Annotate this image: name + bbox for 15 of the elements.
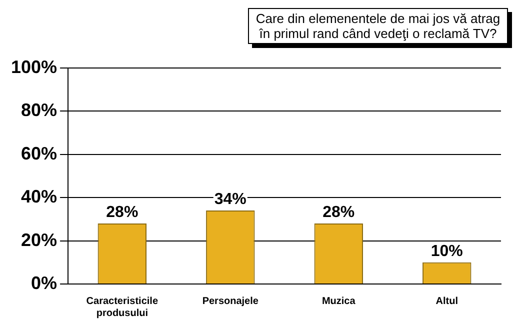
data-label: 28% bbox=[106, 204, 138, 221]
x-tick-label: Muzica bbox=[322, 296, 356, 307]
y-tick-label: 40% bbox=[21, 186, 58, 207]
data-label: 34% bbox=[214, 190, 246, 208]
data-label: 10% bbox=[430, 242, 463, 260]
x-tick-label: Caracteristicile produsului bbox=[86, 296, 158, 319]
y-tick-label: 60% bbox=[21, 143, 58, 164]
data-label: 28% bbox=[322, 204, 355, 221]
x-tick-label: Personajele bbox=[202, 296, 259, 307]
y-tick-label: 100% bbox=[10, 56, 58, 77]
chart-title: Care din elemenentele de mai jos vă atrag în primul rand când vedeţi o reclamă TV? bbox=[248, 8, 508, 44]
y-tick-label: 20% bbox=[21, 230, 58, 250]
y-tick-label: 80% bbox=[21, 100, 58, 120]
y-tick-label: 0% bbox=[31, 272, 58, 293]
x-tick-label: Altul bbox=[436, 296, 458, 307]
